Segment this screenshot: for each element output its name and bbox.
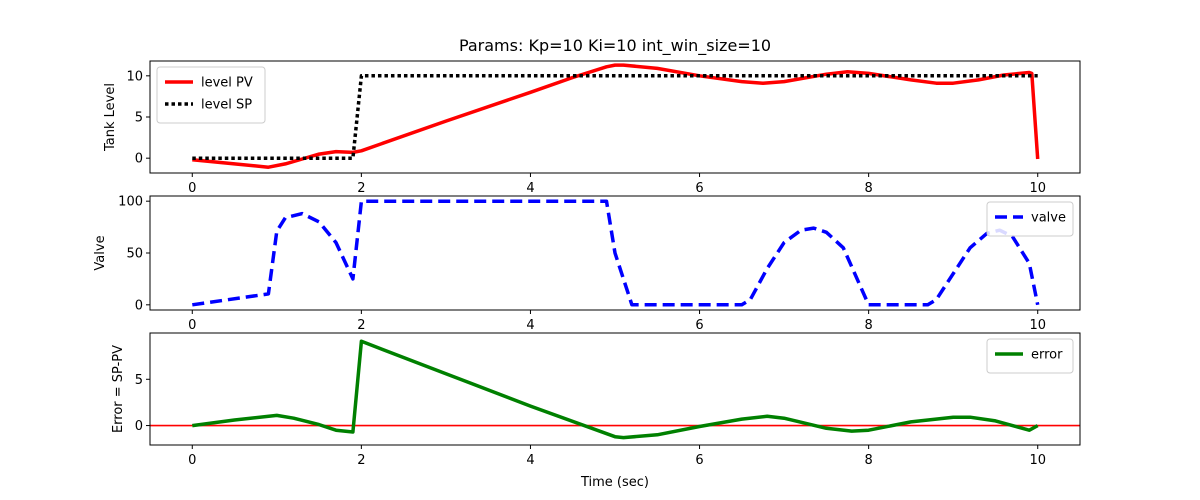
subplot-3: 0 2 4 6 8 10 0 5 Error = SP-PV Time (sec) error [111, 332, 1081, 490]
legend-label: error [1031, 348, 1063, 363]
x-tick-label: 2 [357, 318, 365, 333]
series-line-level-SP [192, 74, 1038, 160]
x-tick-label: 2 [357, 453, 365, 468]
legend: error [986, 338, 1074, 374]
y-tick-label: 5 [135, 111, 143, 126]
legend-label: level PV [201, 76, 253, 91]
x-tick-label: 8 [864, 181, 872, 196]
x-tick-label: 6 [695, 181, 703, 196]
series-line-valve [192, 199, 1040, 307]
y-tick-label: 0 [135, 298, 143, 313]
x-tick-label: 0 [188, 453, 196, 468]
x-tick-label: 0 [188, 318, 196, 333]
series-line-level-PV [192, 63, 1040, 169]
y-axis-label: Tank Level [103, 83, 118, 152]
x-tick-label: 10 [1029, 318, 1046, 333]
x-tick-label: 10 [1029, 453, 1046, 468]
y-tick-label: 10 [126, 69, 143, 84]
legend-label: level SP [201, 98, 252, 113]
x-tick-label: 8 [864, 453, 872, 468]
axes-frame [149, 60, 1081, 174]
legend: valve [986, 201, 1074, 237]
x-tick-label: 0 [188, 181, 196, 196]
x-tick-label: 4 [526, 453, 534, 468]
x-tick-label: 6 [695, 318, 703, 333]
series-line-error [192, 339, 1039, 440]
x-tick-label: 10 [1029, 181, 1046, 196]
legend: level PV level SP [156, 66, 266, 124]
figure-title: Params: Kp=10 Ki=10 int_win_size=10 [459, 36, 771, 56]
y-axis-label: Error = SP-PV [111, 345, 126, 433]
subplot-1: 0 2 4 6 8 10 0 5 10 Tank Level level PV level SP [103, 60, 1081, 196]
y-tick-label: 0 [135, 152, 143, 167]
x-axis-label: Time (sec) [580, 475, 649, 490]
y-tick-label: 50 [126, 247, 143, 262]
legend-box [986, 338, 1074, 374]
legend-label: valve [1031, 211, 1066, 226]
y-tick-label: 5 [135, 373, 143, 388]
x-tick-label: 2 [357, 181, 365, 196]
y-axis-label: Valve [93, 235, 108, 270]
x-tick-label: 4 [526, 318, 534, 333]
y-tick-label: 100 [118, 195, 143, 210]
x-tick-label: 4 [526, 181, 534, 196]
x-tick-label: 8 [864, 318, 872, 333]
y-tick-label: 0 [135, 419, 143, 434]
x-tick-label: 6 [695, 453, 703, 468]
axes-frame [149, 332, 1081, 446]
legend-box [986, 201, 1074, 237]
